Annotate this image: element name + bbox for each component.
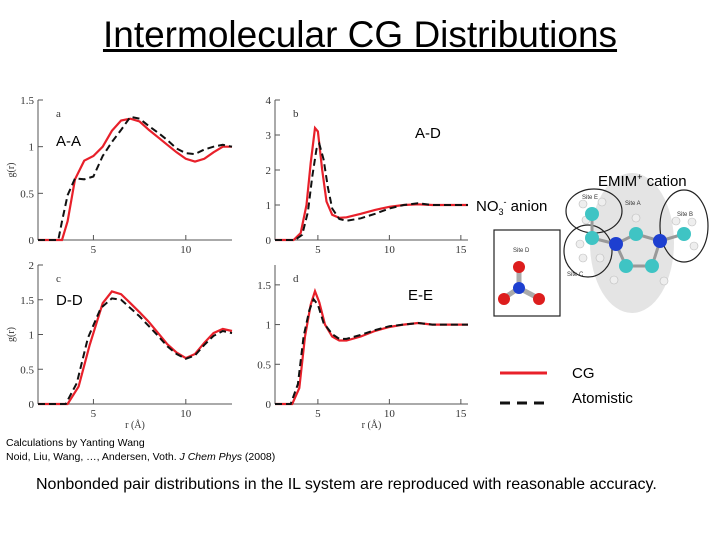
emim-molecule: Site E Site A Site B Site C	[563, 173, 709, 313]
oxygen-atom	[498, 293, 510, 305]
y-tick-label: 0.5	[20, 364, 34, 376]
atomistic-series-line	[275, 141, 468, 241]
legend-atomistic-label: Atomistic	[572, 390, 633, 407]
site-d-box	[493, 229, 561, 317]
x-tick-label: 10	[180, 408, 192, 420]
y-tick-label: 1.5	[257, 280, 271, 292]
legend	[500, 371, 547, 405]
x-tick-label: 15	[455, 408, 467, 420]
credit-line-1: Calculations by Yanting Wang	[6, 437, 145, 449]
y-tick-label: 3	[266, 130, 272, 142]
x-axis-label: r (Å)	[125, 419, 145, 431]
nitrogen-atom	[513, 282, 525, 294]
credit-line-2: Noid, Liu, Wang, …, Andersen, Voth. J Ch…	[6, 451, 276, 463]
x-tick-label: 10	[384, 408, 396, 420]
x-axis-label: r (Å)	[362, 419, 382, 431]
nitrogen-atom	[609, 237, 623, 251]
atomistic-series-line	[38, 297, 233, 405]
y-tick-label: 4	[266, 95, 272, 107]
pair-label: A-D	[415, 125, 441, 142]
atomistic-series-line	[275, 297, 468, 405]
y-tick-label: 0	[266, 235, 272, 247]
carbon-atom	[645, 259, 659, 273]
y-tick-label: 1.5	[20, 95, 34, 107]
y-tick-label: 1	[29, 330, 35, 342]
x-tick-label: 5	[315, 408, 321, 420]
emim-cation-label: EMIM+ cation	[598, 172, 687, 190]
credit-text: Calculations by Yanting Wang Noid, Liu, …	[6, 436, 275, 464]
y-tick-label: 1	[29, 142, 35, 154]
y-tick-label: 0.5	[257, 359, 271, 371]
y-tick-label: 0	[29, 399, 35, 411]
gr-panel-c: 0 0.5 1 1.5 2 5 10 c g(r) r (Å) D-D	[6, 260, 233, 431]
site-d-label: Site D	[513, 248, 530, 254]
panel-letter: c	[56, 273, 61, 285]
pair-label: A-A	[56, 133, 81, 150]
oxygen-atom	[513, 261, 525, 273]
site-c-label: Site C	[567, 272, 584, 278]
x-tick-label: 5	[91, 244, 97, 256]
carbon-atom	[629, 227, 643, 241]
oxygen-atom	[533, 293, 545, 305]
site-a-label: Site A	[625, 201, 641, 207]
site-b-label: Site B	[677, 212, 693, 218]
y-tick-label: 0.5	[20, 188, 34, 200]
summary-text: Nonbonded pair distributions in the IL s…	[36, 476, 657, 493]
no3-molecule: Site D	[493, 229, 561, 317]
carbon-atom	[619, 259, 633, 273]
y-tick-label: 2	[266, 165, 272, 177]
site-e-label: Site E	[582, 195, 598, 201]
gr-panel-d: 0 0.5 1 1.5 5 10 15 d r (Å) E-E	[257, 265, 468, 431]
no3-anion-label: NO3- anion	[476, 197, 548, 217]
nitrogen-atom	[653, 234, 667, 248]
x-tick-label: 15	[455, 244, 467, 256]
site-b-outline	[659, 189, 709, 263]
y-tick-label: 1	[266, 200, 272, 212]
gr-panel-a: 0 0.5 1 1.5 5 10 a g(r) A-A	[6, 95, 233, 256]
page-title: Intermolecular CG Distributions	[102, 14, 618, 55]
carbon-atom	[677, 227, 691, 241]
panel-letter: d	[293, 273, 299, 285]
cg-series-line	[275, 125, 468, 242]
cg-series-line	[275, 287, 468, 406]
site-c-outline	[563, 224, 613, 278]
y-tick-label: 1.5	[20, 295, 34, 307]
gr-panel-b: 0 1 2 3 4 5 10 15 b A-D	[266, 95, 468, 256]
x-tick-label: 5	[91, 408, 97, 420]
y-tick-label: 0	[266, 399, 272, 411]
carbon-atom	[585, 231, 599, 245]
cg-series-line	[38, 117, 232, 242]
atomistic-series-line	[38, 115, 233, 241]
pair-label: E-E	[408, 287, 433, 304]
cg-series-line	[38, 290, 233, 406]
x-tick-label: 10	[384, 244, 396, 256]
y-tick-label: 0	[29, 235, 35, 247]
x-tick-label: 10	[180, 244, 192, 256]
y-tick-label: 1	[266, 320, 272, 332]
panel-letter: b	[293, 108, 299, 120]
pair-label: D-D	[56, 292, 83, 309]
y-axis-label: g(r)	[6, 327, 17, 342]
carbon-atom	[585, 207, 599, 221]
y-tick-label: 2	[29, 260, 35, 272]
x-tick-label: 5	[315, 244, 321, 256]
legend-cg-label: CG	[572, 365, 595, 382]
panel-letter: a	[56, 108, 61, 120]
y-axis-label: g(r)	[6, 163, 17, 178]
